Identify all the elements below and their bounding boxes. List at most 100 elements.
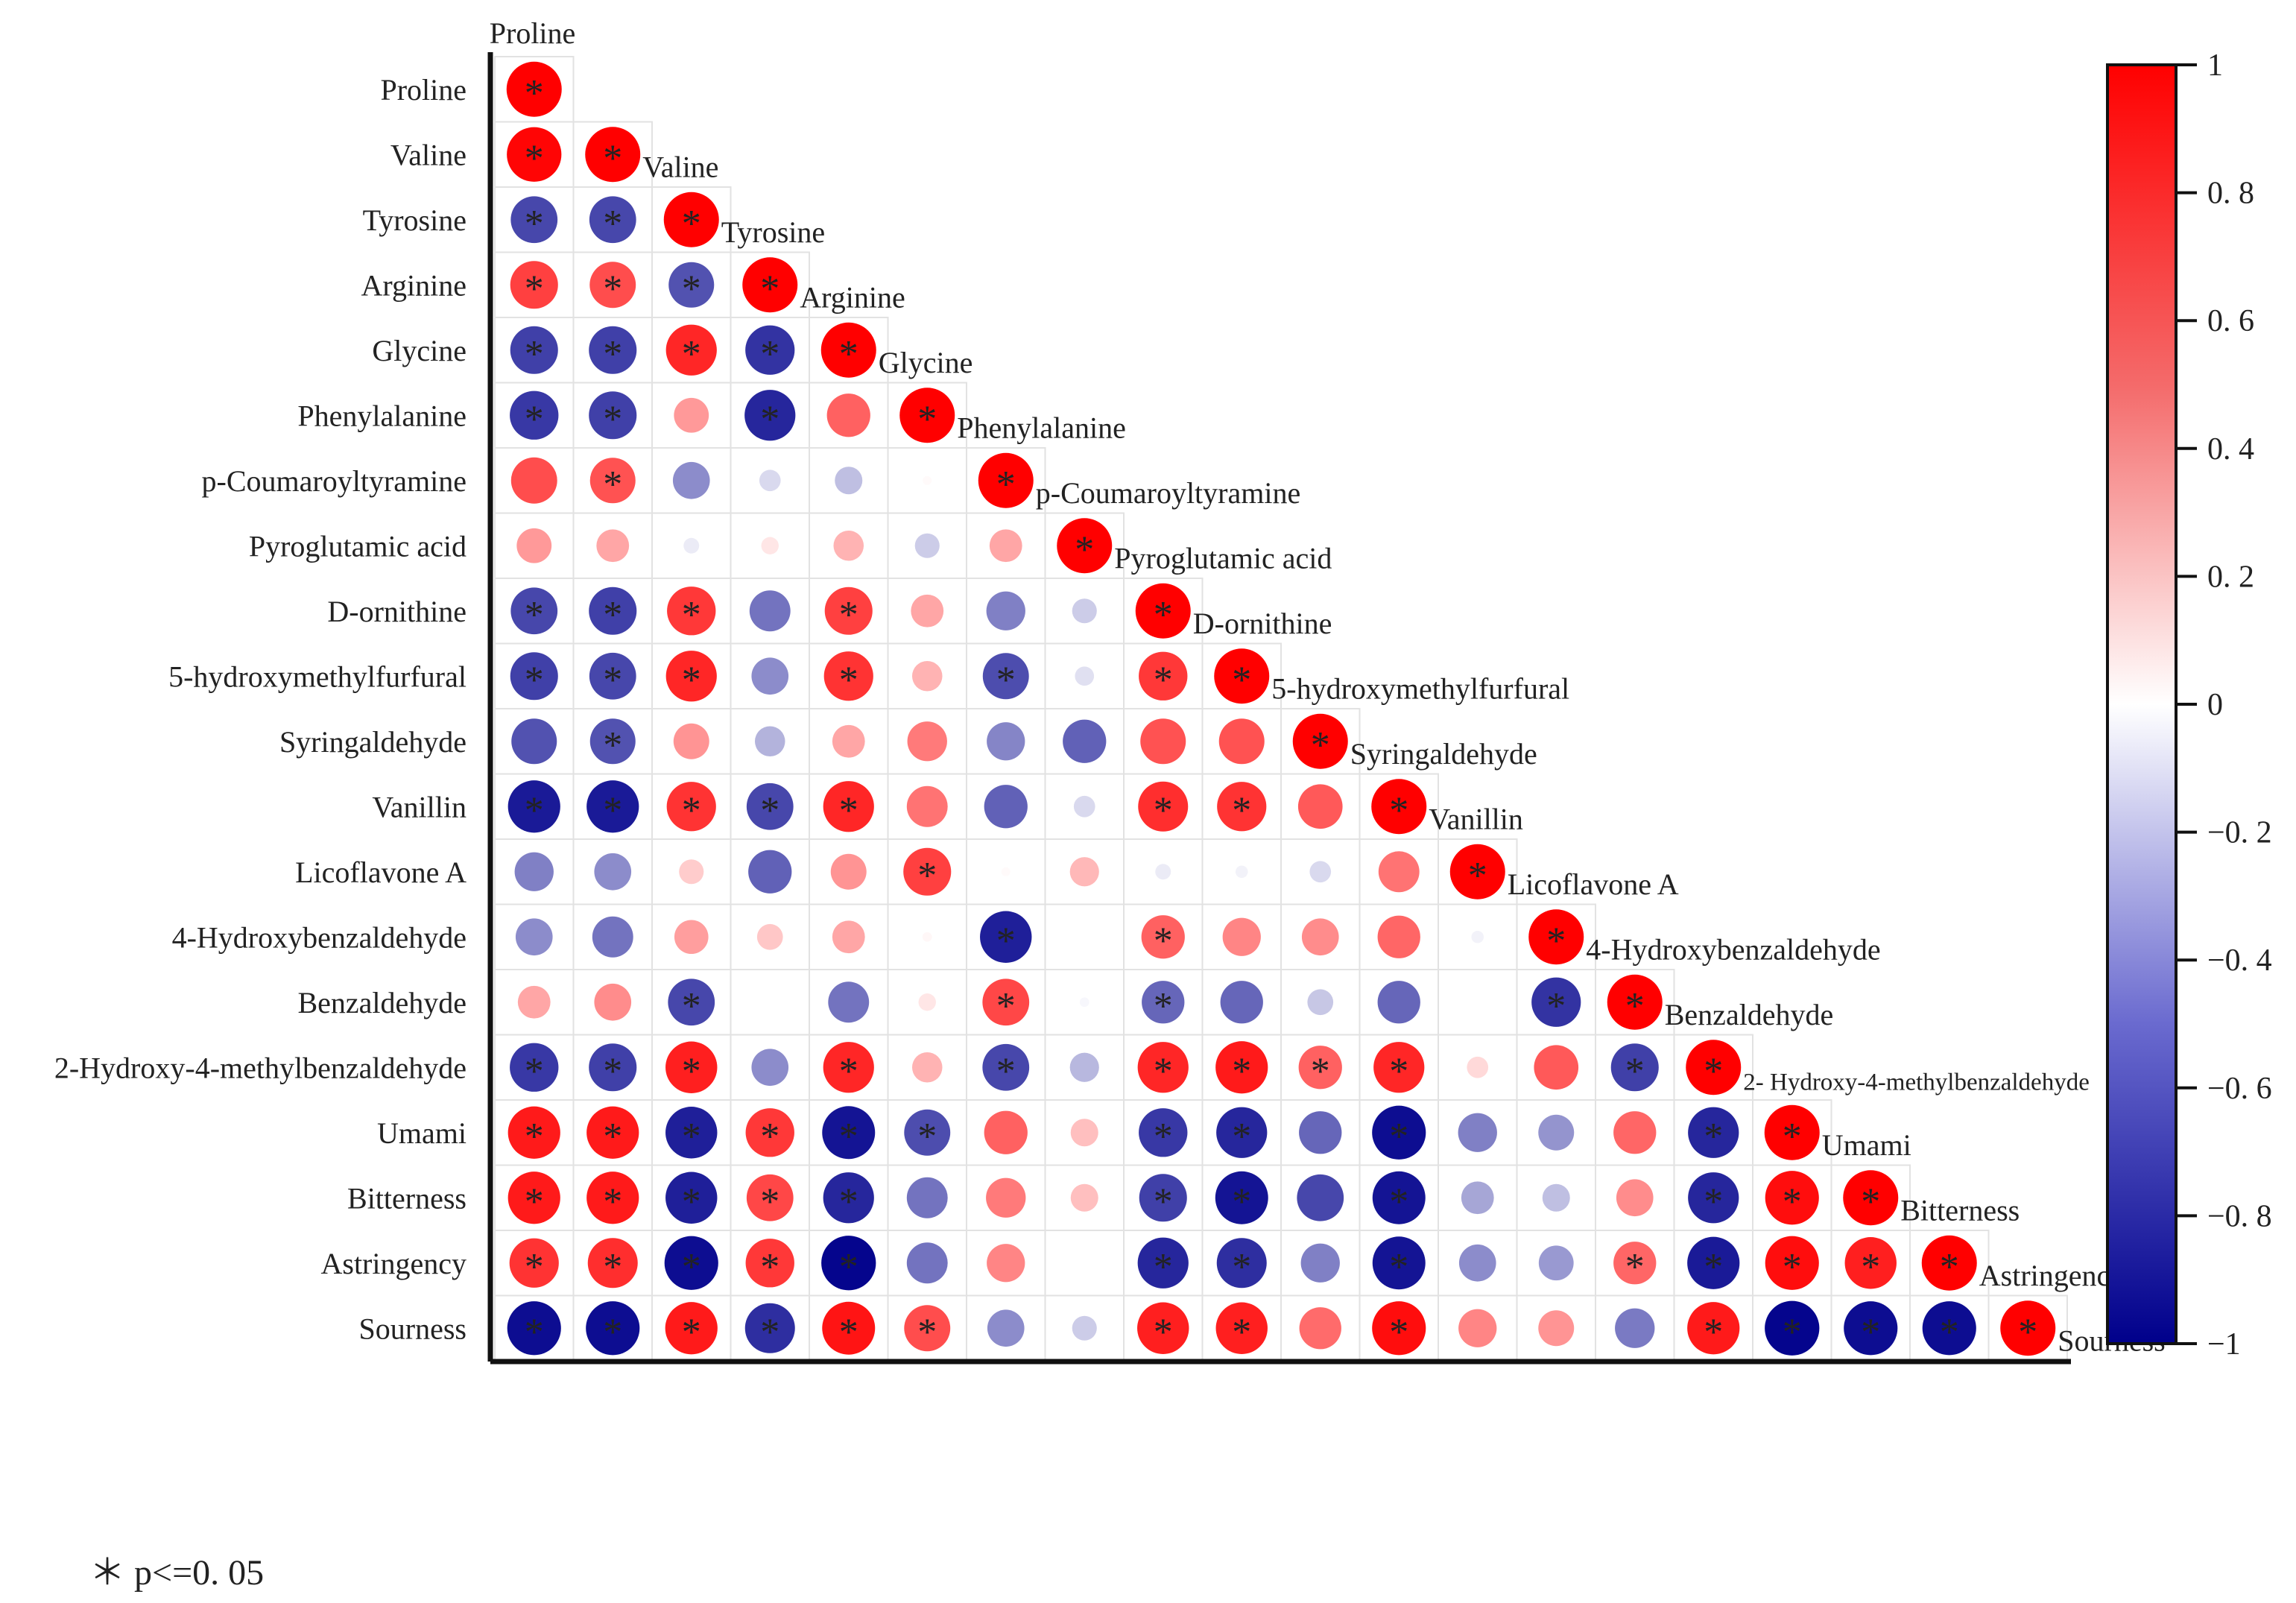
correlation-circle <box>911 594 944 627</box>
significance-marker: * <box>839 1050 858 1093</box>
correlation-circle <box>1688 1107 1739 1158</box>
correlation-circle <box>1765 1171 1819 1225</box>
correlation-circle <box>923 475 932 485</box>
correlation-circle <box>826 393 870 437</box>
correlation-circle <box>586 780 639 833</box>
correlation-circle <box>1467 1056 1489 1078</box>
correlation-circle <box>1298 1046 1342 1090</box>
row-label: Vanillin <box>372 790 467 823</box>
correlation-circle <box>822 1301 876 1355</box>
significance-marker: * <box>525 1311 544 1353</box>
correlation-circle <box>510 326 558 374</box>
significance-marker: * <box>1232 1311 1251 1353</box>
correlation-circle <box>1538 1310 1575 1347</box>
significance-marker: * <box>682 1180 701 1223</box>
diagonal-label: Phenylalanine <box>957 411 1126 444</box>
correlation-circle <box>987 722 1025 761</box>
significance-marker: * <box>603 1116 622 1158</box>
significance-marker: * <box>1468 855 1487 897</box>
diagonal-label: Valine <box>642 150 718 183</box>
significance-marker: * <box>1783 1311 1802 1353</box>
correlation-circle <box>1142 981 1185 1024</box>
diagonal-label: Umami <box>1822 1128 1911 1162</box>
significance-marker: * <box>603 659 622 701</box>
correlation-circle <box>1139 1108 1188 1157</box>
significance-marker: * <box>1232 1116 1251 1158</box>
correlation-circle <box>756 923 783 950</box>
row-label: 4-Hydroxybenzaldehyde <box>172 920 467 954</box>
significance-marker: * <box>760 789 779 832</box>
correlation-circle <box>516 528 552 563</box>
significance-marker: * <box>525 333 544 376</box>
correlation-circle <box>820 322 876 378</box>
correlation-circle <box>1688 1172 1739 1224</box>
correlation-circle <box>596 529 630 563</box>
correlation-circle <box>1377 915 1420 958</box>
correlation-circles: * * * * * * * * * * * * * * * * * * * * * * * * * * * * * * * * * * * * * * * *… <box>506 61 2056 1356</box>
correlation-circle <box>664 1236 718 1290</box>
correlation-circle <box>1073 795 1095 818</box>
correlation-circle <box>1461 1181 1494 1215</box>
colorbar-tick-label: 0. 4 <box>2207 432 2254 467</box>
significance-marker: * <box>682 333 701 376</box>
correlation-circle <box>594 983 632 1021</box>
significance-marker: * <box>1704 1050 1723 1093</box>
correlation-circle <box>589 262 636 309</box>
correlation-circle <box>1309 861 1332 883</box>
correlation-circle <box>1372 1105 1426 1160</box>
colorbar-tick-label: 1 <box>2207 48 2223 83</box>
correlation-circle <box>1607 974 1663 1030</box>
correlation-circle <box>1300 1243 1340 1283</box>
correlation-circle <box>1075 666 1095 686</box>
significance-marker: * <box>839 659 858 701</box>
correlation-circle <box>1372 1236 1426 1290</box>
significance-marker: * <box>839 594 858 636</box>
correlation-circle <box>978 452 1034 508</box>
correlation-circle <box>1613 1242 1657 1285</box>
correlation-circle <box>918 993 936 1011</box>
correlation-circle <box>742 257 798 313</box>
diagonal-label: Licoflavone A <box>1508 867 1679 901</box>
correlation-circle <box>1069 857 1099 887</box>
significance-marker: * <box>682 1116 701 1158</box>
correlation-circle <box>1214 648 1270 704</box>
significance-marker: * <box>917 398 937 440</box>
row-label: Pyroglutamic acid <box>249 529 467 563</box>
correlation-circle <box>1528 909 1584 965</box>
correlation-circle <box>1297 1174 1344 1221</box>
correlation-circle <box>668 262 715 308</box>
correlation-circle <box>510 652 558 701</box>
colorbar-tick-label: −0. 8 <box>2207 1199 2272 1233</box>
correlation-circle <box>1765 1300 1820 1356</box>
correlation-circle <box>1458 1113 1497 1152</box>
correlation-circle <box>987 1309 1025 1347</box>
correlation-circle <box>982 653 1029 700</box>
correlation-circle <box>1686 1040 1742 1095</box>
correlation-circle <box>665 1041 718 1093</box>
significance-marker: * <box>1232 659 1251 701</box>
correlation-circle <box>1615 1308 1655 1348</box>
significance-marker: * <box>1704 1116 1723 1158</box>
correlation-circle <box>665 1107 718 1159</box>
correlation-circle <box>589 391 637 440</box>
significance-marker: * <box>603 464 622 506</box>
significance-marker: * <box>1389 1116 1408 1158</box>
significance-marker: * <box>1861 1246 1880 1289</box>
correlation-circle <box>899 388 955 443</box>
significance-marker: * <box>603 1050 622 1093</box>
correlation-circle <box>1218 718 1265 765</box>
correlation-circle <box>1922 1301 1976 1356</box>
significance-marker: * <box>1704 1246 1723 1289</box>
colorbar-tick-label: 0. 8 <box>2207 177 2254 211</box>
correlation-circle <box>823 781 874 832</box>
correlation-circle <box>674 397 709 433</box>
correlation-circle <box>1610 1043 1659 1092</box>
significance-marker: * <box>1704 1180 1723 1223</box>
colorbar-tick-label: −0. 2 <box>2207 816 2272 850</box>
significance-marker: * <box>839 1116 858 1158</box>
significance-marker: * <box>1154 920 1173 962</box>
colorbar-ticks: 1 0. 8 0. 6 0. 4 0. 2 0 −0. 2 −0. 4 −0. 6 −0. 8 −1 <box>2176 48 2272 1362</box>
correlation-circle <box>832 724 865 758</box>
correlation-circle <box>748 850 792 894</box>
correlation-circle <box>511 718 557 765</box>
